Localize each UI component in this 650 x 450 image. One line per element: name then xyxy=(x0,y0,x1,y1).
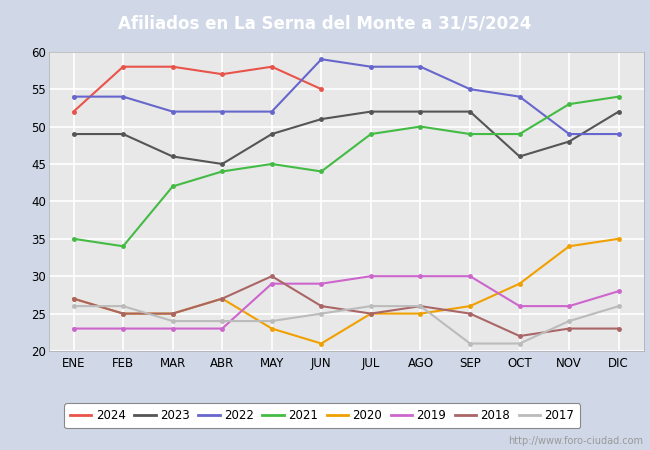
Legend: 2024, 2023, 2022, 2021, 2020, 2019, 2018, 2017: 2024, 2023, 2022, 2021, 2020, 2019, 2018… xyxy=(64,403,580,428)
Text: Afiliados en La Serna del Monte a 31/5/2024: Afiliados en La Serna del Monte a 31/5/2… xyxy=(118,14,532,33)
Text: http://www.foro-ciudad.com: http://www.foro-ciudad.com xyxy=(508,436,644,446)
